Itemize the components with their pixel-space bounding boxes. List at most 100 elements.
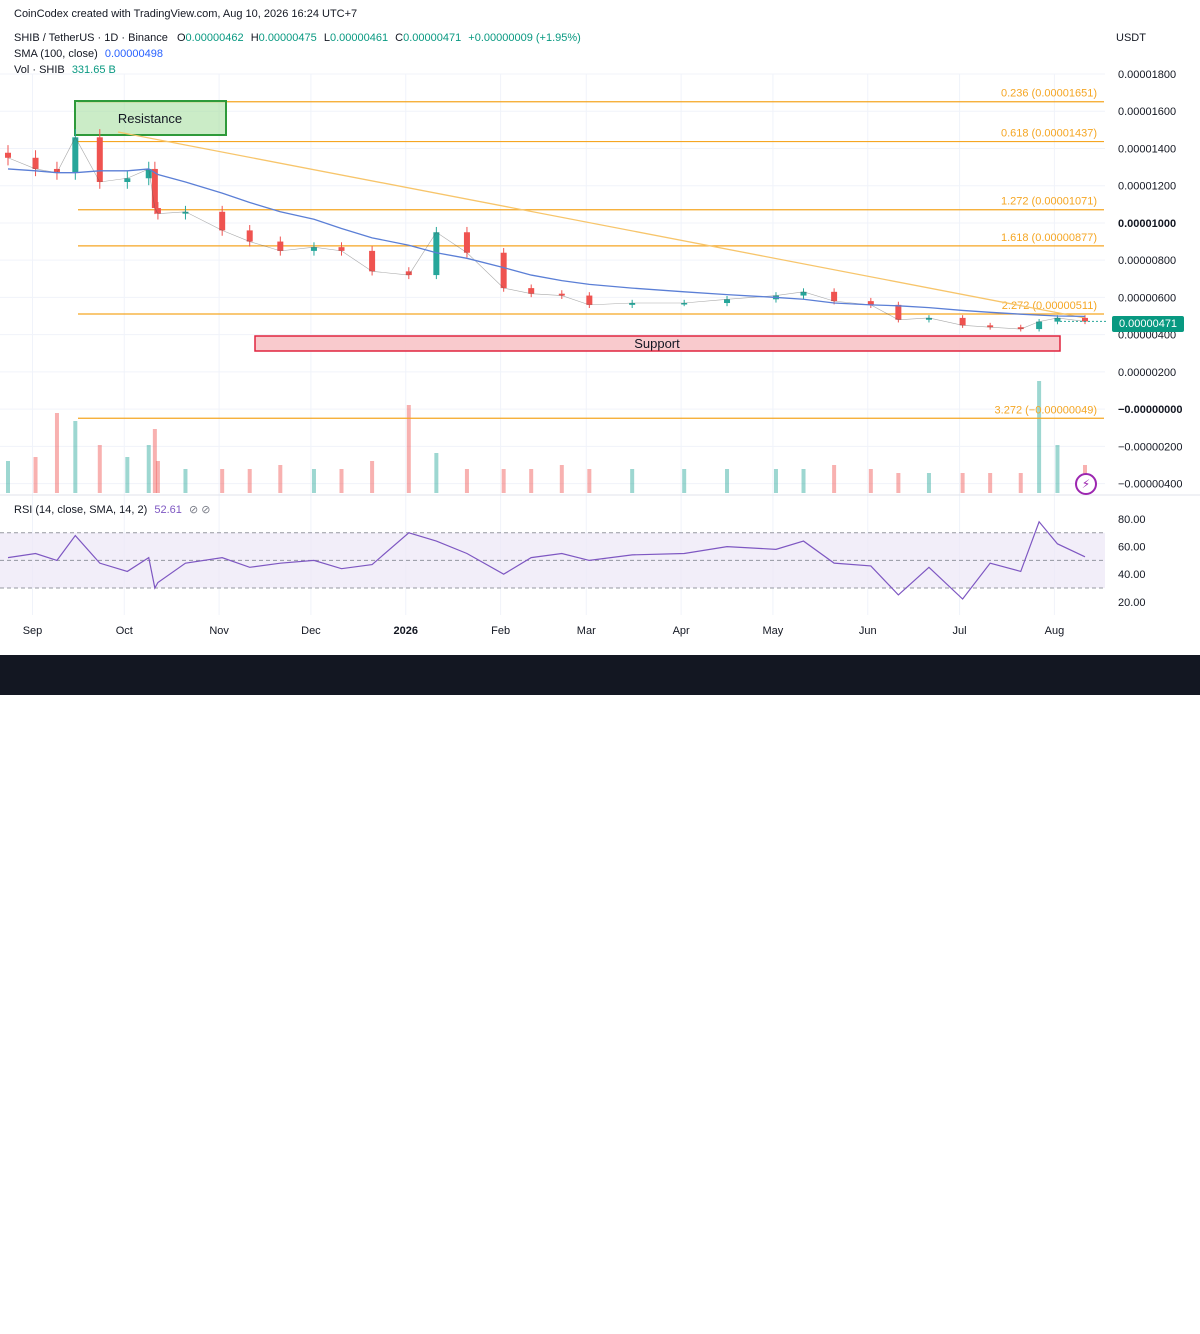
price-tick-label: 0.00001400 [1118, 143, 1176, 155]
tradingview-logo[interactable]: 17 TradingView [10, 1312, 162, 1334]
tradingview-chart[interactable]: 0.236 (0.00001651) 0.618 (0.00001437) 1.27… [0, 0, 1200, 655]
fib-levels[interactable]: 0.236 (0.00001651) 0.618 (0.00001437) 1.27… [78, 88, 1104, 419]
resistance-label: Resistance [118, 111, 182, 126]
currency-label[interactable]: USDT [1116, 32, 1146, 44]
change-value: +0.00000009 (+1.95%) [468, 32, 581, 44]
time-tick-label: Feb [491, 625, 510, 637]
candle-body [500, 252, 507, 289]
low-label: L [323, 32, 330, 44]
volume-bar [926, 473, 931, 493]
volume-bar [33, 457, 38, 493]
sma-legend-label: SMA (100, close) [14, 48, 98, 60]
volume-bar [773, 469, 778, 493]
time-tick-label: Nov [209, 625, 229, 637]
candle-body [145, 168, 152, 179]
volume-bar [146, 445, 151, 493]
candle-body [151, 168, 158, 209]
volume-bar [125, 457, 130, 493]
volume-bar [988, 473, 993, 493]
candle-body [246, 230, 253, 242]
volume-bar [1018, 473, 1023, 493]
zones[interactable]: Resistance Support [74, 100, 1061, 352]
support-zone[interactable] [254, 335, 1061, 352]
current-price-tag: 0.00000471 [1112, 316, 1184, 332]
rsi-tick-label: 40.00 [1118, 569, 1146, 581]
high-value: 0.00000475 [258, 32, 317, 44]
price-tick-label: 0.00001200 [1118, 181, 1176, 193]
sma-legend[interactable]: SMA (100, close) 0.00000498 [14, 48, 163, 60]
volume-legend-label: Vol · SHIB [14, 64, 65, 76]
symbol-name[interactable]: SHIB / TetherUS · 1D · Binance [14, 32, 168, 44]
volume-bar [6, 461, 10, 493]
time-tick-label: Jul [953, 625, 967, 637]
candle-body [219, 211, 226, 231]
volume-bar [801, 469, 806, 493]
rsi-hidden-icon[interactable]: ⊘ [188, 504, 199, 516]
trend-line[interactable] [117, 131, 1086, 319]
low-value: 0.00000461 [329, 32, 389, 44]
tradingview-mark-icon: 17 [10, 1312, 33, 1334]
candle-body [586, 295, 593, 305]
time-tick-label: May [763, 625, 784, 637]
rsi-legend-label: RSI (14, close, SMA, 14, 2) [14, 504, 148, 516]
fib-level-label: 1.618 (0.00000877) [1001, 232, 1097, 244]
volume-legend[interactable]: Vol · SHIB 331.65 B [14, 64, 116, 76]
volume-bars [6, 381, 1087, 493]
candle-body [724, 299, 731, 304]
time-tick-label: Oct [116, 625, 133, 637]
candle-body [558, 293, 565, 296]
chart-canvas[interactable]: 0.236 (0.00001651) 0.618 (0.00001437) 1.27… [0, 0, 1200, 655]
rsi-line [7, 520, 1086, 600]
candle-body [277, 241, 284, 251]
time-tick-label: Apr [673, 625, 690, 637]
candle-body [5, 152, 11, 158]
volume-bar [501, 469, 506, 493]
candle-body [800, 291, 807, 296]
price-tick-label: 0.00001600 [1118, 106, 1176, 118]
volume-bar [311, 469, 316, 493]
volume-bar [247, 469, 252, 493]
volume-bar [682, 469, 687, 493]
resistance-zone[interactable] [74, 100, 227, 136]
support-label: Support [634, 336, 680, 351]
open-value: 0.00000462 [185, 32, 244, 44]
candle-body [53, 168, 60, 173]
candle-body [895, 304, 902, 320]
price-tick-label: 0.00001800 [1118, 69, 1176, 81]
time-tick-label: 2026 [394, 625, 418, 637]
price-axis[interactable]: 0.00001800 0.00001600 0.00001400 0.00001200… [1118, 69, 1183, 491]
time-tick-label: Dec [301, 625, 321, 637]
sma-line [7, 168, 1086, 318]
close-path [7, 136, 1086, 330]
rsi-pane[interactable]: 80.00 60.00 40.00 20.00 [0, 514, 1146, 609]
tradingview-wordmark: TradingView [37, 1312, 162, 1334]
candle-body [32, 157, 39, 169]
volume-bar [868, 469, 873, 493]
rsi-tick-label: 60.00 [1118, 542, 1146, 554]
volume-bar [54, 413, 59, 493]
lightning-icon[interactable]: ⚡ [1075, 473, 1097, 495]
volume-bar [152, 429, 157, 493]
volume-bar [370, 461, 375, 493]
rsi-tick-label: 20.00 [1118, 597, 1146, 609]
time-tick-label: Jun [859, 625, 877, 637]
time-axis[interactable]: Sep Oct Nov Dec 2026 Feb Mar Apr May Jun Jul Aug [23, 625, 1065, 637]
sma-legend-value: 0.00000498 [104, 48, 163, 60]
volume-bar [725, 469, 730, 493]
fib-level-label: 1.272 (0.00001071) [1001, 196, 1097, 208]
candle-body [1017, 327, 1024, 330]
price-tick-label: 0.00000400 [1118, 330, 1176, 342]
candle-body [629, 303, 636, 305]
rsi-hidden-icon-2[interactable]: ⊘ [201, 504, 211, 516]
candle-body [338, 247, 345, 251]
candle-body [72, 137, 79, 173]
rsi-legend[interactable]: RSI (14, close, SMA, 14, 2) 52.61 ⊘ ⊘ [14, 503, 210, 516]
price-tick-label: −0.00000000 [1118, 404, 1183, 416]
candle-body [310, 247, 317, 251]
symbol-legend[interactable]: SHIB / TetherUS · 1D · Binance O0.000004… [14, 32, 581, 44]
candle-body [528, 288, 535, 294]
candle-body [433, 232, 440, 276]
time-tick-label: Sep [23, 625, 43, 637]
fib-level-label: 3.272 (−0.00000049) [995, 404, 1097, 416]
candle-body [1036, 321, 1043, 330]
